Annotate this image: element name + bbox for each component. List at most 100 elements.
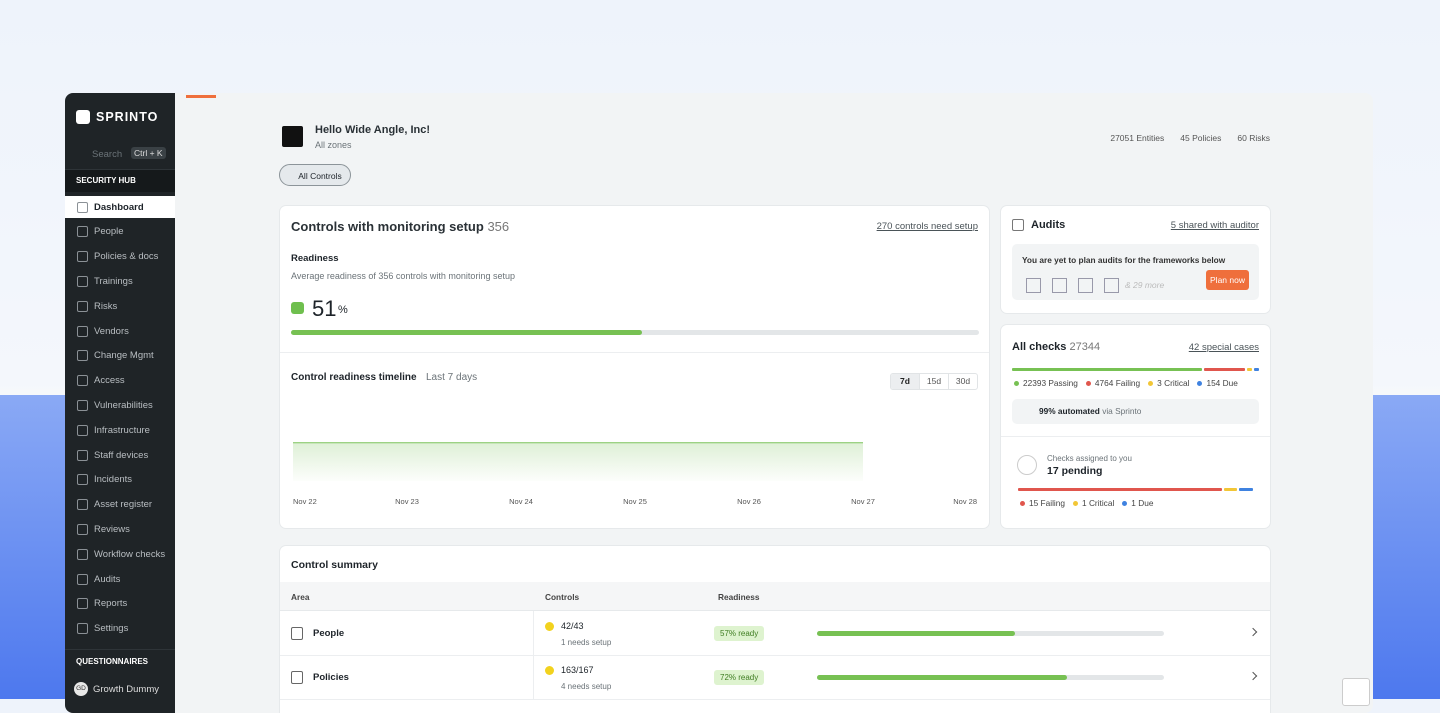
- nav-label: Vulnerabilities: [94, 399, 153, 411]
- legend-label: Due: [1138, 498, 1154, 508]
- nav-item[interactable]: Vulnerabilities: [65, 394, 175, 416]
- nav-icon: [77, 275, 88, 287]
- special-link[interactable]: 42 special cases: [1188, 342, 1259, 353]
- assigned-pending[interactable]: 17 pending: [1047, 465, 1103, 477]
- legend-item: 1 Critical: [1073, 498, 1114, 508]
- user-name[interactable]: Growth Dummy: [93, 684, 159, 695]
- nav-item[interactable]: Audits: [65, 568, 175, 590]
- nav-label: Infrastructure: [94, 424, 150, 436]
- nav-item[interactable]: Infrastructure: [65, 419, 175, 441]
- card-title: Controls with monitoring setup 356: [291, 219, 509, 234]
- legend-item: 22393 Passing: [1014, 378, 1078, 388]
- more-frameworks: & 29 more: [1125, 280, 1165, 290]
- setup-link[interactable]: 270 controls need setup: [876, 221, 978, 232]
- stat-label: Policies: [1192, 133, 1222, 143]
- nav-item[interactable]: Access: [65, 370, 175, 392]
- nav-label: Access: [94, 375, 125, 387]
- nav-icon: [77, 449, 88, 461]
- audit-notice: You are yet to plan audits for the frame…: [1012, 244, 1259, 300]
- x-tick-label: Nov 28: [953, 497, 977, 506]
- nav-item[interactable]: Incidents: [65, 469, 175, 491]
- nav-label: Asset register: [94, 499, 153, 511]
- framework-icon: [1078, 278, 1093, 293]
- nav-label: Settings: [94, 623, 129, 635]
- column-header: Readiness: [718, 592, 760, 602]
- search[interactable]: Search: [92, 149, 123, 160]
- chevron: [1248, 627, 1258, 637]
- assigned-title: Checks assigned to you: [1047, 454, 1132, 463]
- readiness-bar: [817, 675, 1067, 680]
- table-row[interactable]: Policies 163/167 4 needs setup 72% ready: [280, 655, 1270, 700]
- nav-label: Trainings: [94, 275, 133, 287]
- check-icon: [545, 622, 554, 631]
- nav-item[interactable]: Trainings: [65, 270, 175, 292]
- legend-count: 1: [1131, 498, 1136, 508]
- legend-dot: [1073, 501, 1078, 507]
- feedback-button[interactable]: [1342, 678, 1370, 706]
- controls-note: 4 needs setup: [561, 682, 612, 691]
- nav-icon: [77, 598, 88, 610]
- readiness-unit: %: [338, 304, 348, 316]
- framework-icon: [1026, 278, 1041, 293]
- nav-label: Reviews: [94, 523, 130, 535]
- nav-item[interactable]: Reports: [65, 593, 175, 615]
- title: Controls with monitoring setup: [291, 219, 484, 234]
- nav-label: Workflow checks: [94, 548, 166, 560]
- sidebar: SPRINTO Search Ctrl + K SECURITY HUB QUE…: [65, 93, 175, 713]
- legend-dot: [1020, 501, 1025, 507]
- nav-item[interactable]: Change Mgmt: [65, 345, 175, 367]
- framework-icon: [1104, 278, 1119, 293]
- section-header[interactable]: QUESTIONNAIRES: [65, 649, 175, 672]
- zone-select[interactable]: All zones: [315, 140, 352, 150]
- range-tab[interactable]: 7d: [891, 374, 919, 389]
- nav-item[interactable]: Policies & docs: [65, 246, 175, 268]
- nav-item[interactable]: Risks: [65, 295, 175, 317]
- section-header[interactable]: SECURITY HUB: [65, 169, 175, 192]
- table-row[interactable]: People 42/43 1 needs setup 57% ready: [280, 611, 1270, 656]
- bar-segment: [1239, 488, 1254, 491]
- nav-item[interactable]: Dashboard: [65, 196, 175, 218]
- nav-item[interactable]: Vendors: [65, 320, 175, 342]
- plan-button[interactable]: Plan now: [1206, 270, 1249, 290]
- readiness-desc: Average readiness of 356 controls with m…: [291, 271, 515, 281]
- range-tabs: 7d 15d 30d: [890, 373, 978, 390]
- range-tab[interactable]: 15d: [919, 374, 948, 389]
- stats: 27051 Entities 45 Policies 60 Risks: [1110, 133, 1270, 143]
- ready-badge: 72% ready: [714, 670, 765, 685]
- nav-item[interactable]: Staff devices: [65, 444, 175, 466]
- column-header: Area: [291, 592, 310, 602]
- checks-legend: 22393 Passing 4764 Failing 3 Critical 154 D…: [1014, 378, 1238, 388]
- area-icon: [291, 627, 303, 640]
- logo: [76, 110, 90, 124]
- nav-item[interactable]: Reviews: [65, 518, 175, 540]
- bar-segment: [1246, 368, 1252, 371]
- readiness-bar: [291, 330, 642, 335]
- backdrop: [0, 395, 65, 699]
- readiness-track: [291, 330, 979, 335]
- nav-icon: [77, 523, 88, 535]
- monitoring-card: Controls with monitoring setup 356 270 c…: [280, 206, 989, 528]
- legend-label: Critical: [1164, 378, 1190, 388]
- nav-label: Change Mgmt: [94, 350, 154, 362]
- nav-item[interactable]: Workflow checks: [65, 543, 175, 565]
- nav-icon: [77, 325, 88, 337]
- nav-label: Reports: [94, 598, 128, 610]
- card-title: Audits: [1031, 219, 1066, 231]
- nav-item[interactable]: Settings: [65, 618, 175, 640]
- filter-chip[interactable]: All Controls: [279, 164, 351, 186]
- card-title: Control summary: [291, 559, 378, 571]
- title: All checks: [1012, 341, 1067, 353]
- nav-label: Policies & docs: [94, 251, 159, 263]
- nav-item[interactable]: People: [65, 221, 175, 243]
- auditor-link[interactable]: 5 shared with auditor: [1170, 220, 1259, 231]
- x-tick-label: Nov 23: [395, 497, 419, 506]
- nav-item[interactable]: Asset register: [65, 494, 175, 516]
- legend-count: 154: [1206, 378, 1221, 388]
- legend-dot: [1122, 501, 1128, 507]
- legend-dot: [1148, 381, 1154, 387]
- nav-label: Dashboard: [94, 201, 144, 213]
- legend-dot: [1197, 381, 1203, 387]
- nav-icon: [77, 499, 88, 511]
- range-tab[interactable]: 30d: [948, 374, 977, 389]
- automation-note: 99% automated via Sprinto: [1012, 399, 1259, 424]
